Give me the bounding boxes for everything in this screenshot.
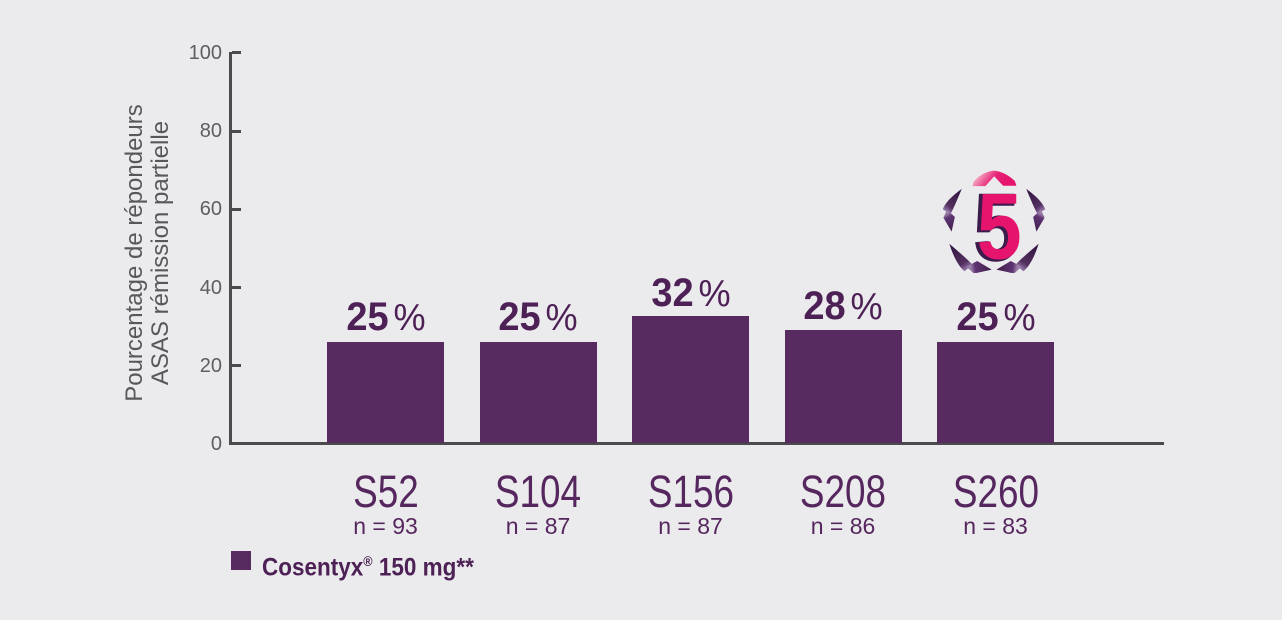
svg-text:5: 5 — [973, 175, 1018, 273]
svg-text:5: 5 — [976, 174, 1021, 273]
